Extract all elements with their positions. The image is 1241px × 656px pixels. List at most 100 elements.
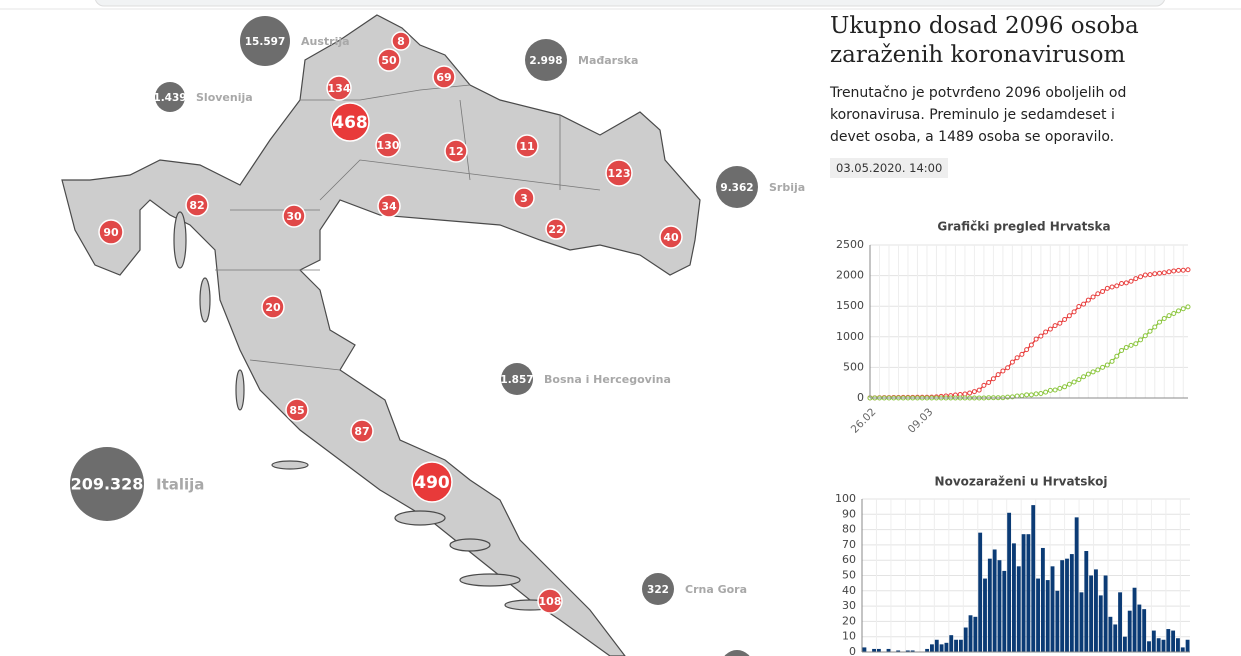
country-count: 1.857 <box>500 374 533 386</box>
point <box>962 391 968 397</box>
bar <box>1147 641 1151 652</box>
point <box>1171 311 1177 317</box>
point <box>1133 341 1139 347</box>
y-tick-label: 40 <box>842 584 856 597</box>
bar <box>958 639 963 652</box>
point <box>1104 362 1110 368</box>
county-bubble <box>513 187 535 209</box>
county-count: 11 <box>519 140 534 153</box>
address-bar[interactable] <box>94 0 1166 7</box>
bar <box>1031 505 1036 652</box>
point <box>1142 272 1148 278</box>
bar <box>1007 512 1012 652</box>
bar <box>934 639 939 652</box>
bar <box>1055 590 1060 652</box>
y-tick-label: 2500 <box>836 238 864 251</box>
point <box>1157 270 1163 276</box>
y-tick-label: 10 <box>842 630 856 643</box>
point <box>981 382 987 388</box>
point <box>1161 315 1167 321</box>
bar <box>1103 575 1108 652</box>
bar <box>1026 534 1031 652</box>
county-count: 12 <box>448 145 463 158</box>
bar <box>1118 592 1122 652</box>
point <box>1019 351 1025 357</box>
bar <box>1122 636 1127 652</box>
county-borders <box>215 84 601 371</box>
y-tick-label: 90 <box>842 507 856 520</box>
bar <box>1171 630 1176 652</box>
county-count: 123 <box>608 167 631 180</box>
county-bubble <box>98 219 124 245</box>
point <box>971 389 977 395</box>
point <box>1100 364 1106 370</box>
point <box>1000 368 1006 374</box>
point <box>1066 313 1072 319</box>
county-bubble <box>285 398 309 422</box>
map-shape <box>61 14 701 656</box>
point <box>1005 394 1011 400</box>
bar <box>963 627 968 652</box>
point <box>1133 276 1139 282</box>
y-tick-label: 60 <box>842 553 856 566</box>
y-tick-label: 1500 <box>836 299 864 312</box>
y-tick-label: 30 <box>842 599 856 612</box>
point <box>1180 267 1186 273</box>
bar <box>997 560 1002 652</box>
point <box>1138 274 1144 280</box>
county-bubble <box>350 419 374 443</box>
county-count: 108 <box>539 595 562 608</box>
point <box>1114 283 1120 289</box>
point <box>1114 353 1120 359</box>
country-name: Austrija <box>301 35 350 48</box>
point <box>1005 365 1011 371</box>
bar <box>949 635 954 652</box>
point <box>990 376 996 382</box>
point <box>1161 270 1167 276</box>
county-count: 90 <box>103 226 119 239</box>
bar <box>1137 604 1142 652</box>
bar <box>1185 639 1190 652</box>
bar <box>1151 630 1156 652</box>
point <box>1185 267 1191 273</box>
bar <box>905 650 910 652</box>
county-bubble <box>391 31 411 51</box>
bar <box>968 615 973 652</box>
country-name: Crna Gora <box>685 583 747 596</box>
article-date: 03.05.2020. 14:00 <box>830 158 949 178</box>
bar <box>992 549 997 652</box>
bar <box>872 648 876 652</box>
y-tick-label: 80 <box>842 523 856 536</box>
country-count: 209.328 <box>71 475 144 494</box>
point <box>1076 304 1082 310</box>
bar <box>1142 609 1147 652</box>
point <box>1024 347 1030 353</box>
bar <box>1176 638 1180 652</box>
bar <box>925 648 930 652</box>
y-tick-label: 2000 <box>836 269 864 282</box>
county-bubble <box>375 132 401 158</box>
bar <box>973 616 978 652</box>
bar <box>886 648 891 652</box>
point <box>1062 384 1068 390</box>
bar <box>1021 534 1026 652</box>
country-name: Srbija <box>769 181 805 194</box>
point <box>1019 393 1025 399</box>
point <box>1043 389 1049 395</box>
y-tick-label: 1000 <box>836 330 864 343</box>
bar <box>1098 595 1103 652</box>
county-count: 134 <box>328 82 351 95</box>
bar <box>1156 638 1161 652</box>
croatia-outline <box>61 14 701 656</box>
county-bubble <box>326 75 352 101</box>
island <box>449 538 491 552</box>
point <box>1024 392 1030 398</box>
point <box>1180 306 1186 312</box>
country-count: 15.597 <box>245 36 286 48</box>
point <box>1095 291 1101 297</box>
y-tick-label: 100 <box>835 492 856 505</box>
bar <box>1040 547 1045 652</box>
country-count: 322 <box>647 584 669 596</box>
country-bubble <box>716 166 758 208</box>
point <box>1138 337 1144 343</box>
